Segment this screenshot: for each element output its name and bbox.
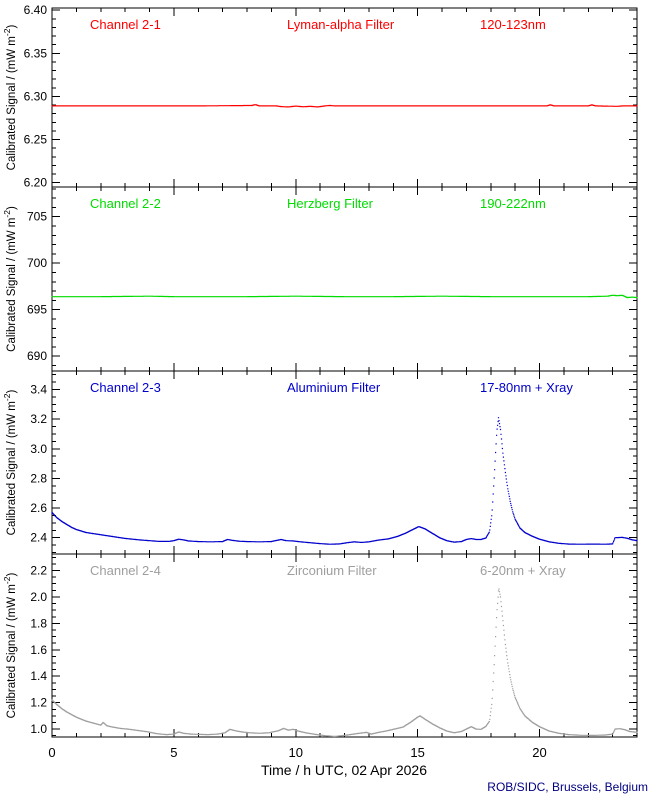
series-channel-2-1 bbox=[51, 104, 638, 108]
y-axis-label: Calibrated Signal / (mW m-2) bbox=[2, 573, 18, 719]
y-tick-label: 1.0 bbox=[30, 722, 47, 736]
panel-channel-2-2: 690 695 700 705 Channel 2-2 Herzberg Filter 19… bbox=[2, 186, 638, 372]
credit-footer: ROB/SIDC, Brussels, Belgium bbox=[487, 780, 648, 794]
series-dots bbox=[51, 417, 638, 545]
panel-channel-label: Channel 2-4 bbox=[90, 563, 161, 578]
y-tick-label: 6.40 bbox=[24, 3, 48, 17]
y-tick-label: 6.35 bbox=[24, 46, 48, 60]
panel-filter-label: Herzberg Filter bbox=[287, 196, 374, 211]
series-channel-2-2 bbox=[51, 294, 638, 299]
series-channel-2-3 bbox=[51, 417, 638, 545]
panel-filter-label: Aluminium Filter bbox=[287, 380, 381, 395]
y-tick-label: 2.2 bbox=[30, 564, 47, 578]
y-tick-label: 1.2 bbox=[30, 696, 47, 710]
panel-channel-label: Channel 2-2 bbox=[90, 196, 161, 211]
series-dots bbox=[51, 294, 638, 299]
x-tick-label: 15 bbox=[410, 745, 424, 760]
x-tick-label: 20 bbox=[532, 745, 546, 760]
y-tick-label: 2.8 bbox=[30, 471, 47, 485]
y-tick-label: 3.2 bbox=[30, 412, 47, 426]
panel-filter-label: Lyman-alpha Filter bbox=[287, 17, 395, 32]
y-tick-label: 2.6 bbox=[30, 501, 47, 515]
panel-band-label: 17-80nm + Xray bbox=[480, 380, 573, 395]
y-axis-label: Calibrated Signal / (mW m-2) bbox=[2, 390, 18, 536]
y-tick-label: 3.4 bbox=[30, 383, 47, 397]
y-axis-label: Calibrated Signal / (mW m-2) bbox=[2, 25, 18, 171]
x-tick-label: 5 bbox=[170, 745, 177, 760]
panel-band-label: 6-20nm + Xray bbox=[480, 563, 566, 578]
x-axis-title: Time / h UTC, 02 Apr 2026 bbox=[261, 762, 427, 778]
y-tick-label: 6.25 bbox=[24, 133, 48, 147]
panel-frame bbox=[51, 553, 638, 738]
series-channel-2-4 bbox=[51, 588, 638, 738]
y-tick-label: 6.30 bbox=[24, 89, 48, 103]
y-tick-label: 705 bbox=[27, 210, 47, 224]
panel-frame bbox=[51, 7, 638, 188]
y-tick-label: 1.6 bbox=[30, 643, 47, 657]
y-tick-label: 2.0 bbox=[30, 590, 47, 604]
y-tick-label: 1.4 bbox=[30, 669, 47, 683]
panels-group: 6.20 6.25 6.30 6.35 6.40 Channel 2-1 Lyman-alp… bbox=[2, 3, 638, 738]
panel-channel-2-1: 6.20 6.25 6.30 6.35 6.40 Channel 2-1 Lyman-alp… bbox=[2, 3, 638, 190]
panel-band-label: 190-222nm bbox=[480, 196, 546, 211]
panel-channel-2-3: 2.4 2.6 2.8 3.0 3.2 3.4 Channel 2-3 Aluminium F… bbox=[2, 370, 638, 555]
panel-frame bbox=[51, 186, 638, 372]
panel-channel-label: Channel 2-1 bbox=[90, 17, 161, 32]
x-tick-label: 10 bbox=[289, 745, 303, 760]
x-tick-label: 0 bbox=[48, 745, 55, 760]
x-axis-tick-labels: 0 5 10 15 20 bbox=[48, 745, 546, 760]
panel-frame bbox=[51, 370, 638, 555]
y-tick-label: 690 bbox=[27, 349, 47, 363]
panel-channel-label: Channel 2-3 bbox=[90, 380, 161, 395]
panel-filter-label: Zirconium Filter bbox=[287, 563, 377, 578]
y-axis-label: Calibrated Signal / (mW m-2) bbox=[2, 206, 18, 352]
y-tick-label: 695 bbox=[27, 303, 47, 317]
series-dots bbox=[51, 588, 638, 738]
y-tick-label: 2.4 bbox=[30, 531, 47, 545]
y-tick-label: 1.8 bbox=[30, 616, 47, 630]
panel-band-label: 120-123nm bbox=[480, 17, 546, 32]
panel-channel-2-4: 1.0 1.2 1.4 1.6 1.8 2.0 2.2 Channel 2-4 Zirconiu… bbox=[2, 553, 638, 738]
y-tick-label: 3.0 bbox=[30, 442, 47, 456]
series-dots bbox=[51, 104, 638, 108]
y-tick-label: 700 bbox=[27, 256, 47, 270]
y-tick-label: 6.20 bbox=[24, 176, 48, 190]
